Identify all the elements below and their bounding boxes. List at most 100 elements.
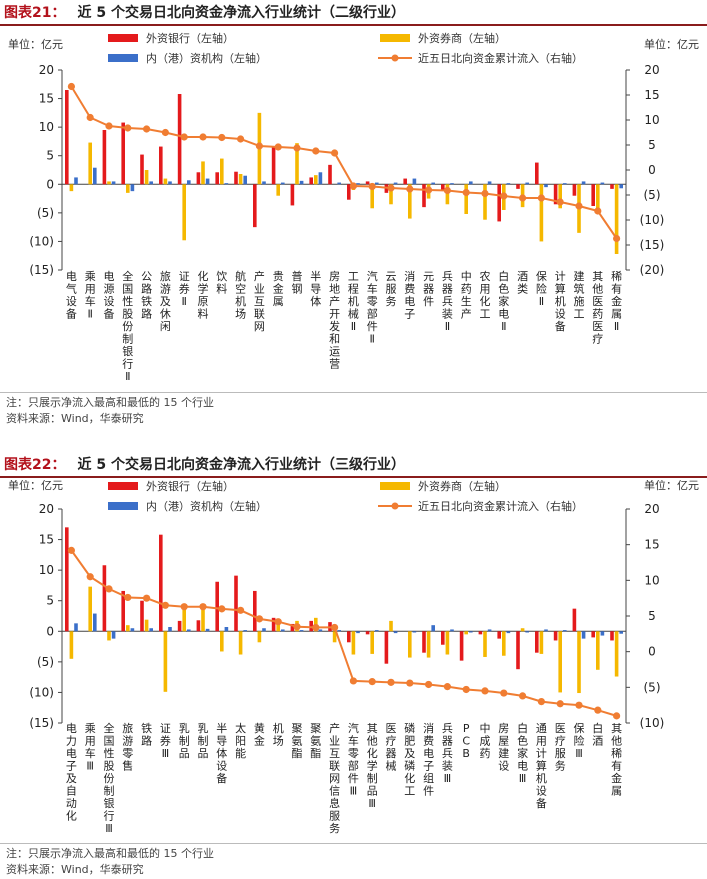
left-tick-label: (10): [29, 234, 54, 248]
right-tick-label: (15): [640, 238, 665, 252]
bar-foreign-broker: [577, 631, 581, 694]
bar-hk-institution: [469, 181, 473, 185]
bar-hk-institution: [375, 630, 379, 632]
bar-hk-institution: [356, 631, 360, 634]
cumulative-point: [481, 189, 489, 198]
cumulative-point: [161, 128, 169, 137]
category-label: 乳制品: [198, 722, 209, 760]
chart-22-plot: 单位：亿元 单位：亿元 外资银行（左轴） 外资券商（左轴） 内（港）资机构（左轴） 近五日…: [8, 480, 699, 835]
bar-foreign-broker: [144, 170, 149, 185]
bar-foreign-bank: [159, 146, 163, 185]
bar-foreign-broker: [144, 619, 149, 632]
cumulative-point: [519, 194, 527, 202]
left-tick-label: 10: [39, 120, 54, 134]
bar-foreign-broker: [182, 604, 186, 632]
bar-hk-institution: [487, 629, 492, 632]
bar-foreign-bank: [516, 184, 520, 189]
left-unit-label: 单位：亿元: [8, 480, 63, 492]
bar-hk-institution: [243, 175, 247, 185]
legend-foreign-broker-swatch: [380, 482, 410, 490]
bar-foreign-broker: [539, 184, 544, 242]
bar-foreign-bank: [497, 184, 501, 222]
bar-foreign-bank: [290, 623, 295, 632]
category-label: 旅游及休闲: [160, 269, 171, 333]
cumulative-point: [218, 605, 226, 613]
bar-foreign-broker: [201, 604, 205, 632]
bar-hk-institution: [262, 181, 266, 185]
bar-foreign-bank: [497, 631, 501, 639]
cumulative-point: [481, 687, 489, 695]
cumulative-point: [331, 149, 339, 157]
right-tick-label: 20: [644, 502, 659, 516]
bar-foreign-bank: [65, 90, 69, 185]
category-label: 酒类: [517, 270, 528, 296]
cumulative-point: [406, 679, 414, 687]
category-label: 计算机设备: [555, 270, 566, 333]
bar-foreign-broker: [389, 620, 393, 632]
chart-21-title: 图表21： 近 5 个交易日北向资金净流入行业统计（二级行业）: [0, 0, 707, 26]
bar-hk-institution: [93, 613, 97, 632]
bar-hk-institution: [74, 177, 78, 185]
legend-cumulative-marker: [391, 54, 399, 62]
bar-hk-institution: [487, 181, 492, 185]
bar-foreign-bank: [65, 527, 69, 632]
bar-foreign-bank: [290, 184, 295, 206]
legend-hk-institution-label: 内（港）资机构（左轴）: [146, 499, 267, 513]
bar-foreign-broker: [596, 631, 600, 670]
cumulative-point: [575, 701, 583, 709]
bar-foreign-bank: [610, 184, 614, 189]
right-tick-label: 0: [648, 163, 656, 177]
bar-foreign-broker: [220, 631, 224, 652]
right-tick-label: 20: [644, 63, 659, 77]
bar-foreign-bank: [215, 581, 219, 632]
bar-hk-institution: [318, 172, 323, 185]
bar-foreign-bank: [591, 631, 595, 638]
bar-hk-institution: [525, 631, 529, 633]
left-tick-label: 0: [46, 177, 54, 191]
bar-hk-institution: [525, 182, 529, 185]
category-label: 云服务: [386, 270, 397, 308]
bar-foreign-broker: [483, 631, 487, 657]
cumulative-point: [86, 113, 94, 122]
bar-hk-institution: [168, 181, 172, 185]
right-tick-label: (20): [640, 263, 665, 277]
category-label: 汽车零部件 Ⅲ: [348, 721, 359, 798]
left-tick-label: (15): [29, 263, 54, 277]
bar-foreign-bank: [441, 184, 445, 190]
bar-hk-institution: [149, 181, 153, 185]
bar-hk-institution: [450, 183, 454, 185]
category-label: 电气设备: [66, 270, 77, 321]
bar-foreign-broker: [69, 184, 74, 192]
category-label: 铁路: [141, 722, 152, 748]
bar-foreign-bank: [253, 184, 257, 228]
right-tick-label: (5): [644, 188, 661, 202]
category-label: 太阳能: [235, 722, 246, 760]
category-label: 磷肥及磷化工: [404, 722, 415, 798]
category-label: 产业互联网信息服务: [329, 721, 340, 835]
chart-21-note: 注：只展示净流入最高和最低的 15 个行业: [6, 396, 214, 409]
bar-foreign-bank: [234, 575, 238, 632]
left-tick-label: 15: [39, 533, 54, 547]
bar-foreign-bank: [535, 162, 539, 185]
bar-foreign-bank: [309, 620, 313, 632]
bar-hk-institution: [581, 181, 586, 185]
left-tick-label: 20: [39, 502, 54, 516]
bar-foreign-broker: [182, 184, 186, 241]
category-label: 乘用车 Ⅱ: [85, 270, 96, 321]
category-label: 全国性股份制银行 Ⅱ: [122, 269, 133, 383]
cumulative-point: [349, 677, 357, 685]
category-label: 贵金属: [273, 270, 284, 308]
category-label: 证券 Ⅱ: [179, 270, 190, 308]
chart-21-title-text: 近 5 个交易日北向资金净流入行业统计（二级行业）: [77, 5, 405, 21]
bar-foreign-broker: [126, 184, 130, 193]
bar-hk-institution: [375, 182, 379, 185]
category-label: 化学原料: [198, 269, 209, 321]
cumulative-point: [312, 147, 320, 155]
category-label: 农用化工: [480, 269, 491, 321]
category-label: 聚氨酯: [292, 722, 303, 760]
category-label: 黄金: [254, 721, 265, 748]
cumulative-point: [387, 678, 395, 686]
bar-foreign-bank: [102, 130, 107, 185]
cumulative-point: [218, 133, 226, 142]
